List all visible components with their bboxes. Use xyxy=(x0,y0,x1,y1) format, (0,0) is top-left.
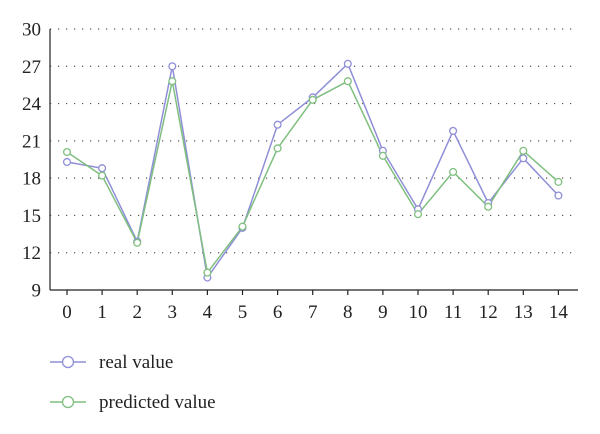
series-1-point xyxy=(98,171,107,180)
legend: real value predicted value xyxy=(50,352,216,413)
legend-swatch-marker xyxy=(61,355,75,369)
y-tick-label: 18 xyxy=(22,169,41,190)
x-tick-label: 4 xyxy=(203,302,213,323)
series-1-point xyxy=(378,151,387,160)
series-0-point xyxy=(519,154,528,163)
y-tick-label: 24 xyxy=(22,94,42,115)
series-1-point xyxy=(168,77,177,86)
x-tick-label: 1 xyxy=(97,302,107,323)
series-1-point xyxy=(62,147,72,157)
legend-label: predicted value xyxy=(99,392,216,413)
series-1-point xyxy=(449,167,458,176)
series-1-point xyxy=(484,202,493,211)
series-0-point xyxy=(98,164,107,173)
legend-entry-0: real value xyxy=(50,352,173,373)
series-lines xyxy=(62,59,563,282)
series-1-point xyxy=(413,210,423,219)
series-0-point xyxy=(62,157,72,167)
x-tick-label: 8 xyxy=(343,302,353,323)
x-tick-label: 10 xyxy=(409,302,428,323)
x-tick-label: 13 xyxy=(514,302,533,323)
x-tick-label: 2 xyxy=(132,302,142,323)
x-tick-label: 9 xyxy=(378,302,388,323)
x-tick-label: 7 xyxy=(308,302,318,323)
x-tick-label: 14 xyxy=(549,302,569,323)
series-0-point xyxy=(168,62,177,71)
x-tick-label: 11 xyxy=(444,302,462,323)
x-tick-label: 6 xyxy=(273,302,283,323)
series-0-point xyxy=(273,120,282,129)
series-1-point xyxy=(273,144,282,153)
y-tick-label: 15 xyxy=(22,206,41,227)
x-tick-label: 12 xyxy=(479,302,498,323)
y-tick-label: 30 xyxy=(22,20,41,41)
series-1-point xyxy=(308,95,317,104)
grid-lines xyxy=(50,28,578,254)
legend-entry-1: predicted value xyxy=(50,392,216,413)
series-1-point xyxy=(554,177,563,186)
x-tick-label: 5 xyxy=(238,302,248,323)
series-1-point xyxy=(343,77,352,86)
series-1-point xyxy=(203,268,212,277)
y-tick-label: 12 xyxy=(22,243,41,264)
series-1-point xyxy=(133,238,142,247)
series-1-point xyxy=(238,222,247,231)
y-tick-label: 27 xyxy=(22,57,41,78)
x-tick-label: 3 xyxy=(168,302,178,323)
series-1-point xyxy=(519,146,528,155)
y-tick-label: 21 xyxy=(22,131,41,152)
series-0-point xyxy=(343,59,352,68)
axes xyxy=(49,29,578,295)
legend-swatch-marker xyxy=(61,395,75,409)
series-0-point xyxy=(449,126,458,135)
legend-label: real value xyxy=(99,352,173,373)
y-tick-label: 9 xyxy=(32,281,42,302)
series-0-point xyxy=(554,191,563,200)
x-tick-label: 0 xyxy=(62,302,72,323)
